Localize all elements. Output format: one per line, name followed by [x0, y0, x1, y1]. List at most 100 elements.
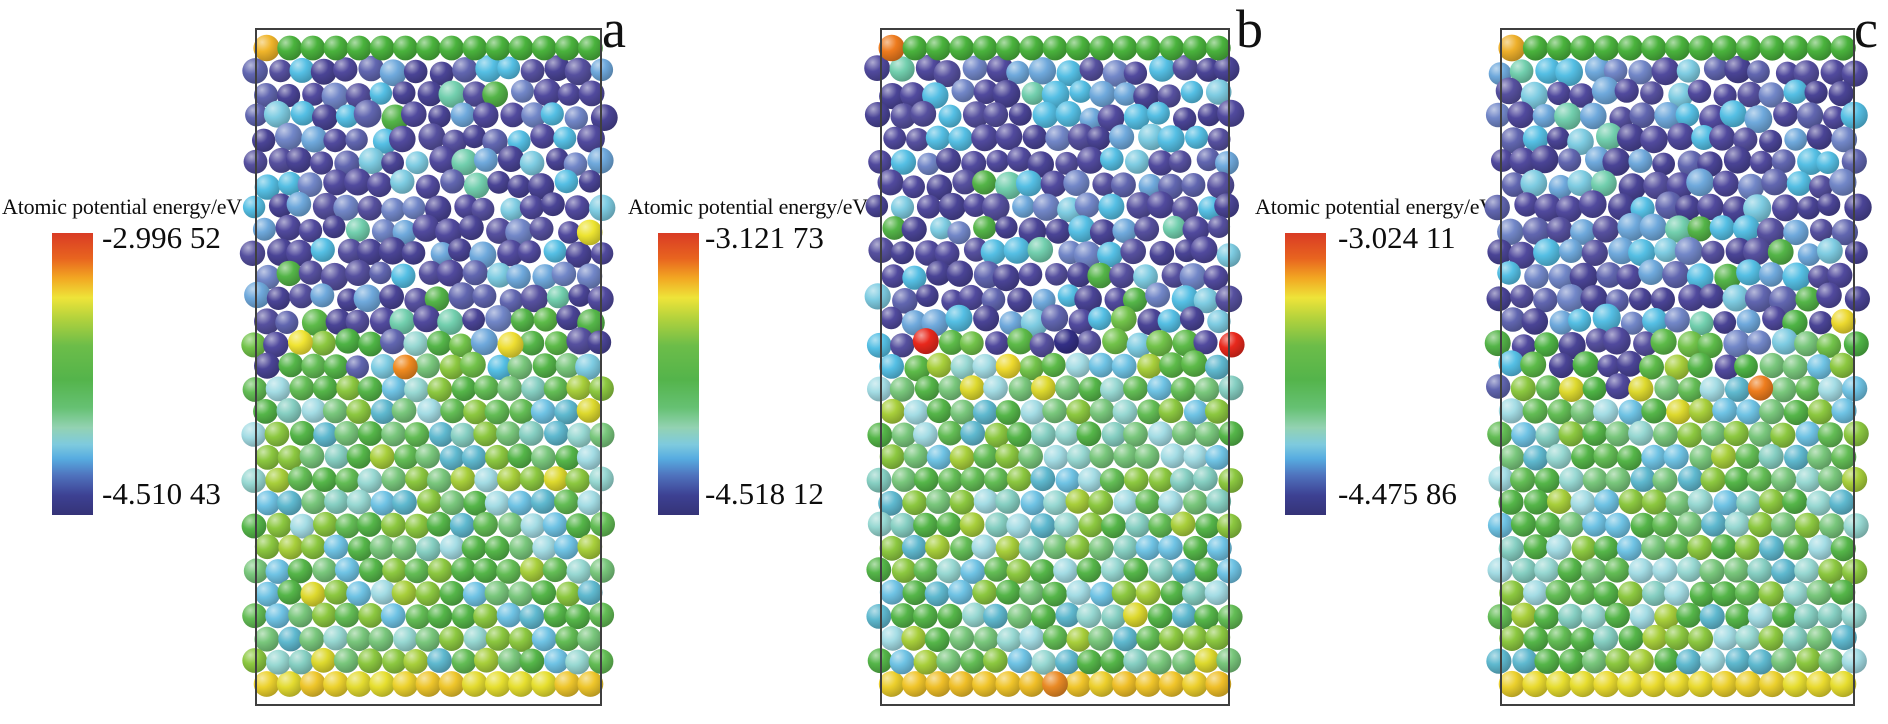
- atom: [389, 125, 416, 153]
- atom: [902, 175, 925, 199]
- atom: [949, 445, 975, 470]
- atom: [345, 217, 370, 242]
- atom: [1808, 534, 1834, 560]
- atom: [553, 534, 579, 560]
- atom: [347, 536, 373, 561]
- atom: [1027, 236, 1054, 263]
- atom: [426, 511, 452, 537]
- atom: [301, 126, 328, 153]
- atom: [1810, 218, 1833, 242]
- atom: [497, 466, 522, 492]
- atom: [1830, 579, 1856, 605]
- atom: [1654, 375, 1680, 401]
- atom: [439, 354, 465, 380]
- atom: [1794, 331, 1820, 357]
- atom: [415, 626, 441, 652]
- atom: [995, 171, 1023, 200]
- atom: [984, 422, 1010, 448]
- atom: [1700, 467, 1726, 493]
- atom: [1055, 151, 1079, 175]
- atom: [404, 558, 430, 584]
- atom: [1546, 216, 1573, 243]
- atom: [1747, 603, 1773, 629]
- atom: [587, 330, 612, 355]
- atom: [1218, 468, 1244, 493]
- atom: [1031, 649, 1057, 675]
- atom: [866, 332, 892, 358]
- atom: [506, 264, 531, 289]
- atom: [278, 534, 304, 560]
- atom: [960, 559, 986, 584]
- atom: [1591, 170, 1617, 197]
- colorbar-title-c: Atomic potential energy/eV: [1255, 194, 1495, 219]
- atom: [449, 333, 473, 358]
- atom: [482, 81, 508, 108]
- atom: [463, 626, 489, 651]
- atom: [458, 215, 484, 241]
- atom: [313, 422, 338, 447]
- atom: [1712, 581, 1738, 607]
- atom: [288, 329, 313, 355]
- atom: [1148, 513, 1174, 538]
- atom: [1548, 263, 1574, 290]
- atom: [1159, 352, 1185, 378]
- atom: [1786, 171, 1812, 196]
- atom: [530, 489, 556, 514]
- atom: [1104, 287, 1129, 312]
- atom: [509, 398, 535, 424]
- atom: [310, 58, 337, 85]
- atom: [265, 603, 291, 629]
- atom: [1759, 399, 1785, 425]
- atom: [1734, 580, 1761, 606]
- atom: [982, 193, 1010, 221]
- atom: [510, 308, 535, 332]
- atom: [380, 603, 406, 629]
- atom: [300, 534, 326, 560]
- atom: [567, 422, 592, 448]
- atom: [1831, 444, 1857, 470]
- atom: [984, 557, 1009, 582]
- atom: [1534, 193, 1562, 222]
- atom: [1006, 513, 1032, 539]
- atom: [289, 283, 314, 309]
- atom: [1055, 467, 1081, 493]
- atom: [1168, 150, 1192, 173]
- atom: [1170, 377, 1196, 402]
- atom: [277, 579, 303, 605]
- atom: [1055, 101, 1082, 127]
- atom: [566, 375, 592, 400]
- atom: [1844, 193, 1872, 221]
- atom: [1783, 399, 1809, 426]
- atom: [902, 35, 928, 61]
- atom: [543, 376, 569, 402]
- atom: [1807, 354, 1833, 380]
- atom: [1045, 125, 1072, 151]
- atom: [1689, 444, 1715, 471]
- atom: [1196, 57, 1221, 82]
- atom: [1126, 192, 1154, 219]
- atom: [1041, 352, 1066, 378]
- atom: [995, 489, 1021, 514]
- atom: [1204, 580, 1230, 606]
- atom: [530, 123, 555, 149]
- atom: [1148, 558, 1174, 583]
- atom: [1596, 262, 1623, 288]
- atom: [577, 671, 604, 697]
- atom: [589, 422, 615, 448]
- atom: [418, 260, 443, 285]
- atom: [275, 214, 302, 241]
- atom: [252, 128, 276, 152]
- atom: [482, 128, 508, 155]
- atom: [470, 328, 498, 356]
- atom: [542, 512, 568, 538]
- atom: [1572, 351, 1599, 378]
- atom: [474, 467, 500, 493]
- atom: [983, 603, 1008, 629]
- atom: [254, 308, 280, 335]
- atom: [1183, 399, 1209, 425]
- atom: [949, 625, 975, 651]
- atom: [1734, 534, 1760, 560]
- atom: [298, 260, 323, 285]
- atom: [276, 671, 303, 697]
- atom: [890, 195, 915, 219]
